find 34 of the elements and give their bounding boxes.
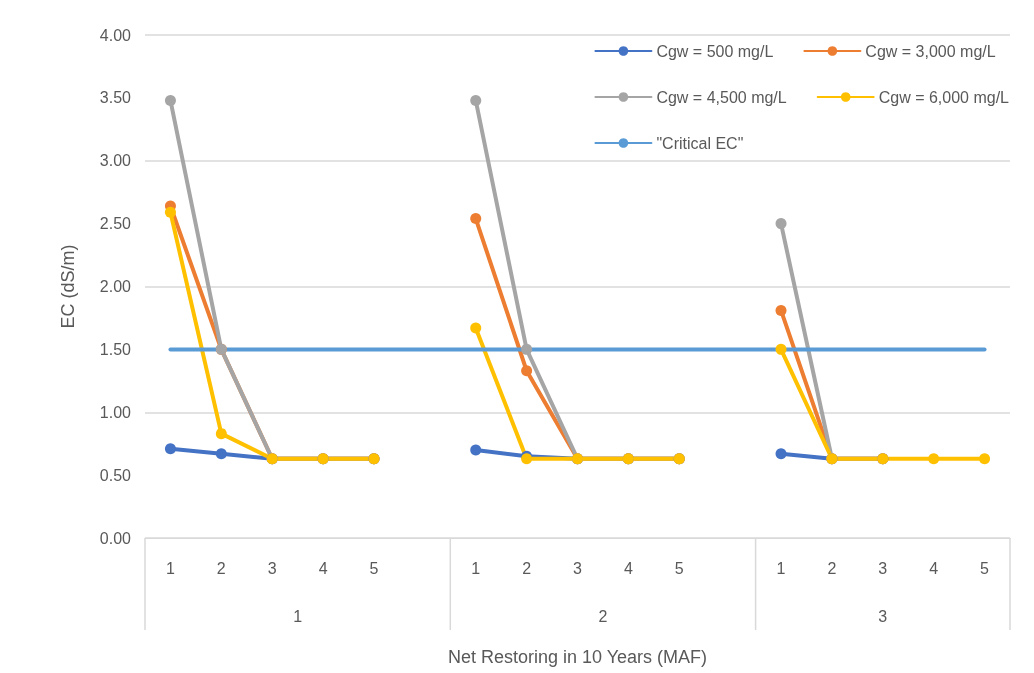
legend-label: Cgw = 3,000 mg/L <box>865 42 996 60</box>
x-tick-label: 5 <box>980 559 990 577</box>
x-tick-label: 4 <box>929 559 939 577</box>
x-tick-label: 4 <box>318 559 328 577</box>
y-tick-label: 2.50 <box>99 215 132 233</box>
legend-label: Cgw = 6,000 mg/L <box>878 88 1010 106</box>
x-tick-label: 3 <box>573 559 583 577</box>
y-tick-label: 3.00 <box>99 152 132 170</box>
x-tick-label: 4 <box>623 559 633 577</box>
text: 1 <box>293 607 303 625</box>
x-tick-label: 5 <box>369 559 379 577</box>
x-tick-label: 5 <box>674 559 684 577</box>
y-tick-label: 3.50 <box>99 89 132 107</box>
legend-label: Cgw = 500 mg/L <box>656 42 774 60</box>
y-tick-label: 1.00 <box>99 403 132 421</box>
y-tick-label: 1.50 <box>99 340 132 358</box>
y-axis-title: EC (dS/m) <box>58 244 78 329</box>
x-tick-label: 1 <box>776 559 786 577</box>
x-tick-label: 3 <box>878 559 888 577</box>
x-tick-label: 2 <box>827 559 837 577</box>
x-axis-title: Net Restoring in 10 Years (MAF) <box>447 647 708 667</box>
y-tick-label: 0.00 <box>99 529 132 547</box>
x-tick-label: 2 <box>522 559 532 577</box>
text: 2 <box>598 607 608 625</box>
y-tick-label: 0.50 <box>99 466 132 484</box>
text: 3 <box>878 607 888 625</box>
legend-label: "Critical EC" <box>656 134 744 152</box>
x-tick-label: 1 <box>471 559 481 577</box>
y-tick-label: 4.00 <box>99 26 132 44</box>
legend-label: Cgw = 4,500 mg/L <box>656 88 787 106</box>
x-tick-label: 3 <box>267 559 277 577</box>
y-tick-label: 2.00 <box>99 278 132 295</box>
x-tick-label: 2 <box>216 559 226 577</box>
x-tick-label: 1 <box>165 559 175 577</box>
